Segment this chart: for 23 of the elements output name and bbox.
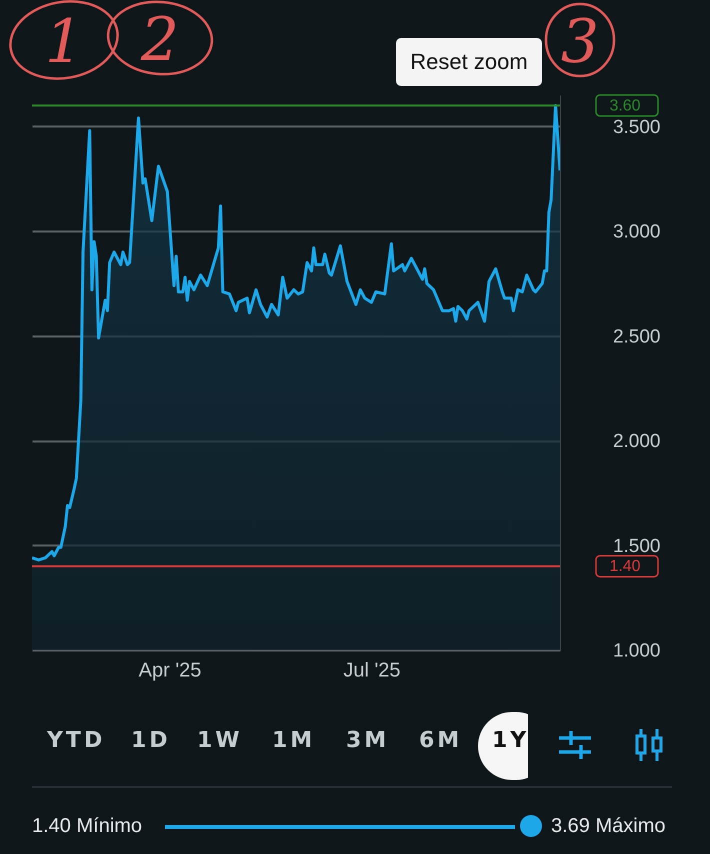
text: 1.40 Mínimo (32, 815, 142, 838)
text: 1M (272, 728, 316, 753)
text: 1Y (492, 728, 530, 753)
x-tick-label: Jul '25 (343, 660, 401, 682)
text: 1W (197, 728, 243, 753)
text: 3.69 Máximo (551, 815, 666, 838)
text: 6M (419, 728, 462, 753)
hand-drawn-circle: 1 (9, 0, 119, 80)
y-tick-label: 3.000 (612, 222, 660, 243)
text: Reset zoom (396, 38, 542, 86)
ref-line-label: 3.60 (609, 97, 641, 114)
y-tick-label: 2.500 (612, 326, 660, 348)
text: 3M (346, 728, 390, 753)
text: YTD (47, 728, 106, 753)
text: 1D (131, 728, 171, 753)
y-tick-label: 3.500 (612, 116, 660, 138)
x-tick-label: Apr '25 (138, 660, 202, 682)
y-tick-label: 2.000 (612, 431, 660, 452)
hand-drawn-circle: 2 (106, 0, 214, 76)
hand-drawn-circle: 3 (544, 2, 616, 78)
y-tick-label: 1.000 (612, 640, 660, 662)
y-tick-label: 1.500 (612, 536, 660, 557)
ref-line-label: 1.40 (609, 558, 641, 576)
